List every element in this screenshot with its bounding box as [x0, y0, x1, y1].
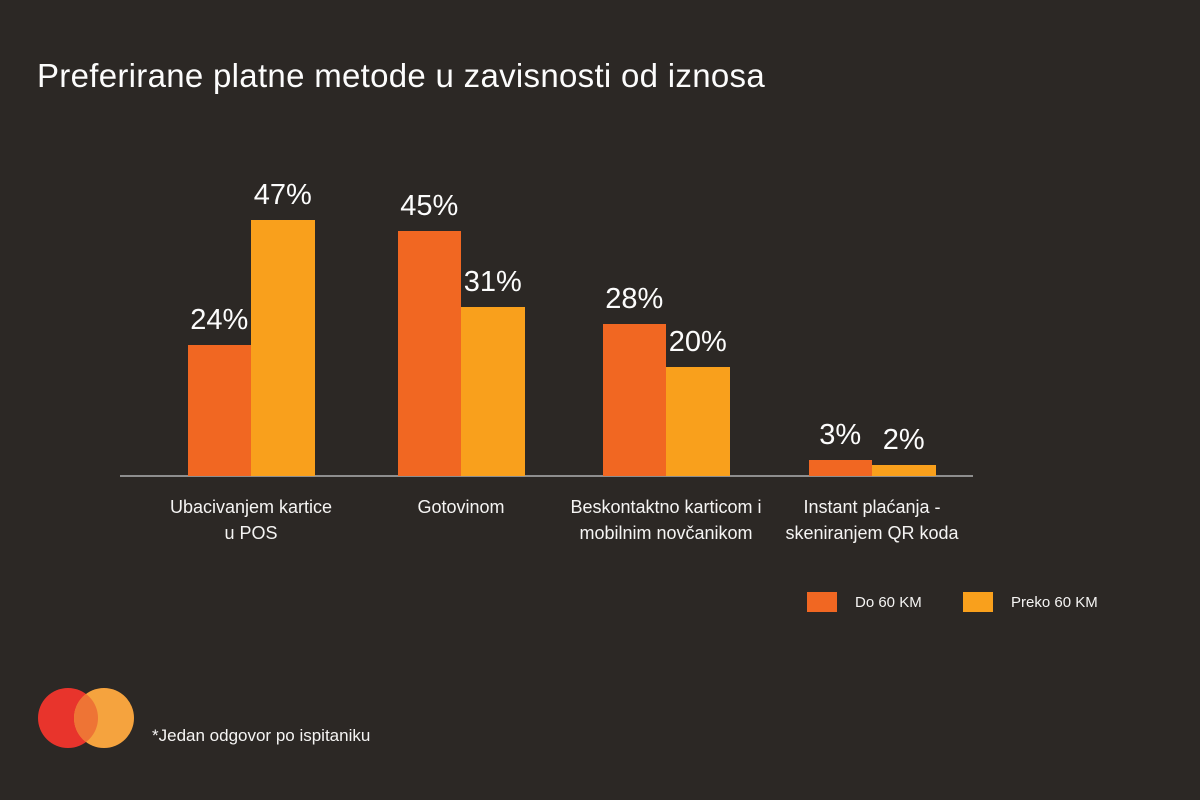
chart-title: Preferirane platne metode u zavisnosti o…	[37, 57, 765, 94]
value-label-preko-60km-group-2: 31%	[463, 266, 522, 298]
category-label-group-1: Ubacivanjem kartice u POS	[169, 497, 333, 543]
bar-preko-60km-group-3	[666, 367, 730, 476]
legend-label-do-60km: Do 60 KM	[855, 593, 922, 611]
value-label-preko-60km-group-4: 2%	[882, 424, 925, 456]
category-label-group-2: Gotovinom	[417, 497, 505, 517]
bar-do-60km-group-1	[187, 345, 251, 476]
legend-swatch-preko-60km	[963, 592, 993, 612]
value-label-do-60km-group-1: 24%	[190, 304, 249, 336]
bar-do-60km-group-4	[808, 460, 872, 476]
legend-label-preko-60km: Preko 60 KM	[1011, 593, 1098, 611]
value-label-do-60km-group-4: 3%	[819, 419, 862, 451]
category-label-group-3: Beskontaktno karticom i mobilnim novčanik…	[570, 497, 762, 543]
legend-item-do-60km: Do 60 KM	[807, 592, 922, 612]
x-axis-line	[120, 475, 973, 477]
legend-swatch-do-60km	[807, 592, 837, 612]
value-label-preko-60km-group-1: 47%	[253, 179, 312, 211]
bar-do-60km-group-2	[397, 231, 461, 476]
bar-preko-60km-group-2	[461, 307, 525, 476]
legend-item-preko-60km: Preko 60 KM	[963, 592, 1098, 612]
value-label-preko-60km-group-3: 20%	[668, 326, 727, 358]
category-label-group-4: Instant plaćanja - skeniranjem QR koda	[785, 497, 959, 543]
bar-preko-60km-group-1	[251, 220, 315, 476]
value-label-do-60km-group-2: 45%	[400, 190, 459, 222]
footnote: *Jedan odgovor po ispitaniku	[152, 726, 371, 745]
value-label-do-60km-group-3: 28%	[605, 283, 664, 315]
mastercard-logo-icon	[38, 688, 134, 748]
bar-do-60km-group-3	[602, 324, 666, 476]
bar-preko-60km-group-4	[872, 465, 936, 476]
